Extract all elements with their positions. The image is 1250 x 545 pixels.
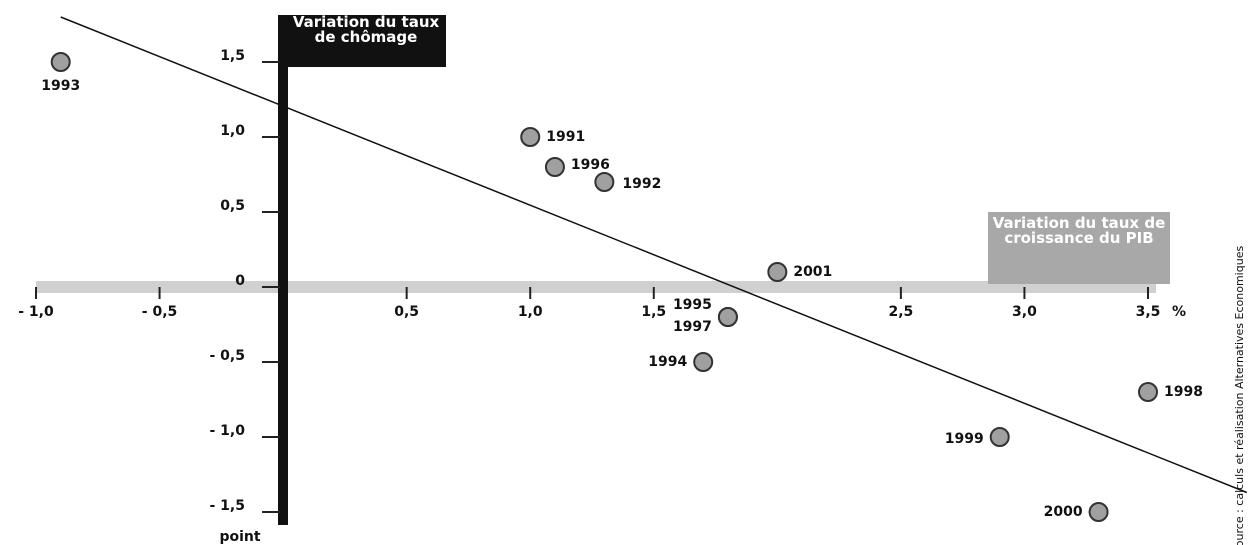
point <box>50 52 71 72</box>
y-tick-label: 0 <box>235 273 245 289</box>
point-label: 1992 <box>622 176 661 192</box>
y-unit: point <box>219 529 260 545</box>
x-tick-label: 3,0 <box>1012 304 1037 320</box>
x-tick-label: 0,5 <box>394 304 419 320</box>
x-tick-label: 3,5 <box>1136 304 1161 320</box>
point-label: 1997 <box>673 319 712 335</box>
point-label: 1995 <box>673 297 712 313</box>
x-unit: % <box>1172 304 1186 320</box>
y-tick-label: 1,5 <box>220 48 245 64</box>
x-tick-label: 1,0 <box>518 304 543 320</box>
point <box>717 307 738 327</box>
point <box>520 127 541 147</box>
y-tick-label: 0,5 <box>220 198 245 214</box>
y-axis-title: Variation du taux de chômage <box>286 15 446 67</box>
point <box>1088 502 1109 522</box>
point-label: 1991 <box>546 129 585 145</box>
point-label: 1998 <box>1164 384 1203 400</box>
point-label: 2001 <box>793 264 832 280</box>
x-tick-label: - 0,5 <box>142 304 178 320</box>
y-tick-label: 1,0 <box>220 123 245 139</box>
point <box>1138 382 1158 402</box>
source: Source : calculs et réalisation Alternat… <box>1233 246 1246 545</box>
y-tick-label: - 1,0 <box>210 423 246 439</box>
x-tick-label: 1,5 <box>641 304 666 320</box>
x-axis-band <box>36 281 1156 293</box>
point <box>767 262 788 282</box>
point-label: 1999 <box>945 431 984 447</box>
point <box>989 427 1010 447</box>
point-label: 2000 <box>1044 504 1083 520</box>
point-label: 1996 <box>571 157 610 173</box>
x-tick-label: - 1,0 <box>18 304 54 320</box>
x-axis-title: Variation du taux de croissance du PIB <box>988 212 1170 284</box>
trend-line <box>60 16 1248 494</box>
point-label: 1994 <box>648 354 687 370</box>
point <box>693 352 714 372</box>
y-axis-bar <box>278 15 288 525</box>
x-tick-label: 2,5 <box>888 304 913 320</box>
point <box>594 172 615 192</box>
point-label: 1993 <box>41 78 80 94</box>
y-tick-label: - 0,5 <box>210 348 246 364</box>
point <box>544 157 565 177</box>
y-tick-label: - 1,5 <box>210 498 246 514</box>
